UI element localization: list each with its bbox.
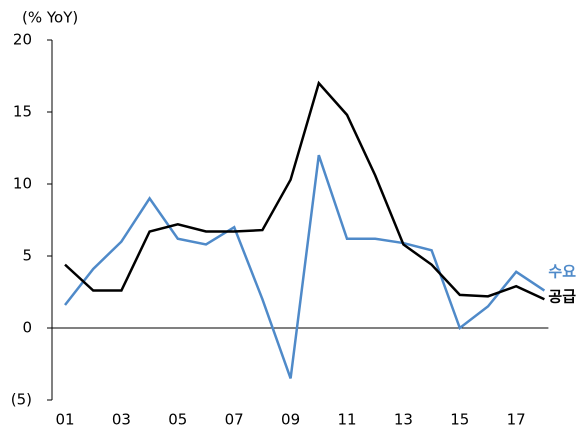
x-tick-label: 03 <box>112 411 131 429</box>
x-tick-label: 17 <box>507 411 526 429</box>
y-tick-label: 20 <box>13 31 32 49</box>
y-tick-label: 15 <box>13 103 32 121</box>
x-tick-label: 01 <box>55 411 74 429</box>
x-tick-label: 09 <box>281 411 300 429</box>
y-axis-label: (% YoY) <box>22 9 78 27</box>
x-tick-label: 11 <box>337 411 356 429</box>
y-tick-label: 0 <box>22 319 32 337</box>
x-tick-label: 07 <box>225 411 244 429</box>
x-tick-label: 15 <box>450 411 469 429</box>
series-line <box>64 80 545 301</box>
legend-label: 공급 <box>548 288 576 306</box>
x-tick-label: 05 <box>168 411 187 429</box>
legend-label: 수요 <box>548 263 576 281</box>
y-tick-label: (5) <box>11 391 32 409</box>
series-line <box>64 154 546 379</box>
y-tick-label: 10 <box>13 175 32 193</box>
y-tick-label: 5 <box>22 247 32 265</box>
x-tick-label: 13 <box>394 411 413 429</box>
